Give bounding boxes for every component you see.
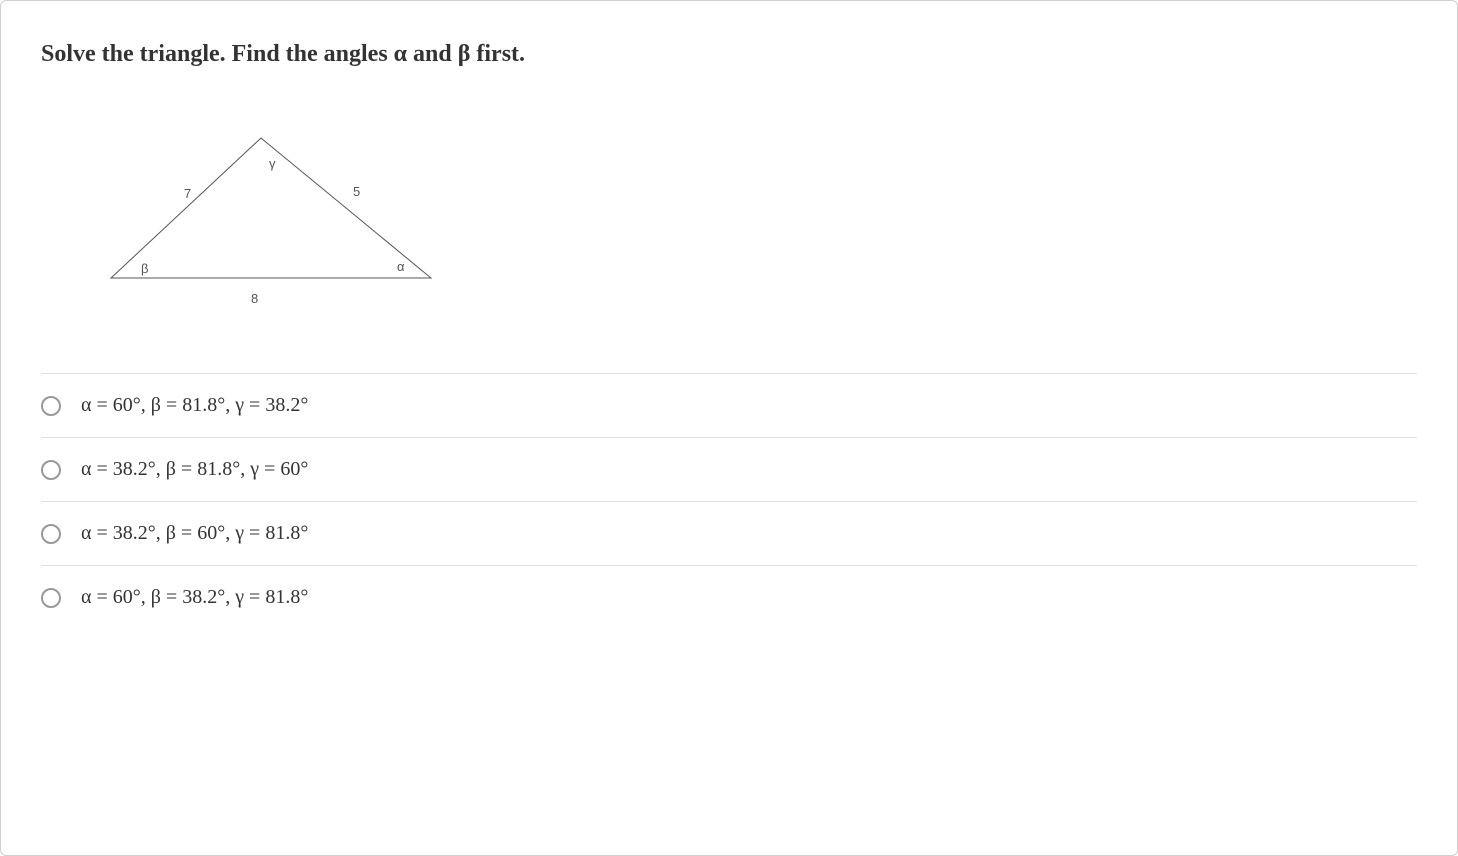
radio-button[interactable] [41, 396, 61, 416]
answer-options: α = 60°, β = 81.8°, γ = 38.2° α = 38.2°,… [41, 373, 1417, 629]
svg-text:β: β [141, 261, 148, 276]
option-row[interactable]: α = 60°, β = 38.2°, γ = 81.8° [41, 565, 1417, 629]
option-text: α = 38.2°, β = 81.8°, γ = 60° [81, 458, 308, 481]
svg-text:7: 7 [184, 186, 191, 201]
radio-button[interactable] [41, 588, 61, 608]
triangle-svg: γ β α 7 5 8 [71, 108, 471, 328]
svg-text:γ: γ [269, 156, 276, 171]
radio-button[interactable] [41, 460, 61, 480]
question-container: Solve the triangle. Find the angles α an… [0, 0, 1458, 856]
option-text: α = 60°, β = 38.2°, γ = 81.8° [81, 586, 308, 609]
question-title: Solve the triangle. Find the angles α an… [41, 41, 1417, 68]
option-row[interactable]: α = 60°, β = 81.8°, γ = 38.2° [41, 373, 1417, 437]
svg-text:α: α [397, 259, 405, 274]
svg-text:5: 5 [353, 184, 360, 199]
option-row[interactable]: α = 38.2°, β = 81.8°, γ = 60° [41, 437, 1417, 501]
option-text: α = 38.2°, β = 60°, γ = 81.8° [81, 522, 308, 545]
option-text: α = 60°, β = 81.8°, γ = 38.2° [81, 394, 308, 417]
radio-button[interactable] [41, 524, 61, 544]
svg-text:8: 8 [251, 291, 258, 306]
option-row[interactable]: α = 38.2°, β = 60°, γ = 81.8° [41, 501, 1417, 565]
triangle-diagram: γ β α 7 5 8 [71, 108, 1417, 333]
